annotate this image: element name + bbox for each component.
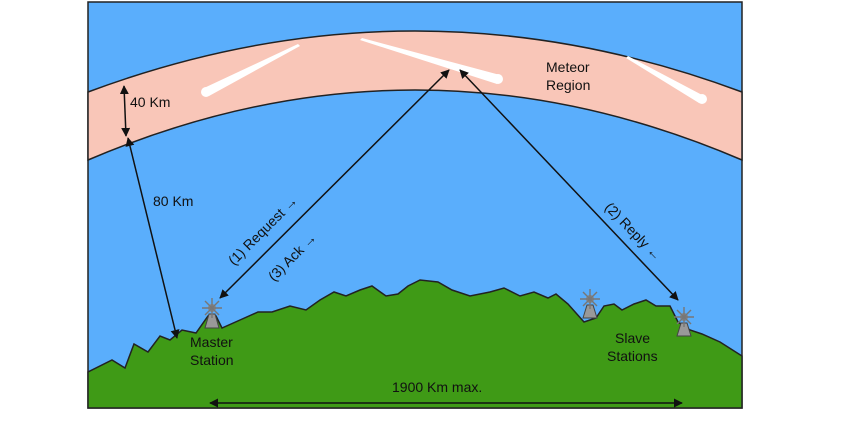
distance-label: 1900 Km max. [392, 379, 482, 395]
slave-stations-label-line2: Stations [607, 348, 658, 364]
master-station-label-line1: Master [190, 334, 233, 350]
meteor-region-label-line2: Region [546, 77, 590, 93]
master-station-label-line2: Station [190, 352, 234, 368]
request-ack-path-arrow [219, 69, 450, 299]
slave-station-icon [674, 307, 694, 337]
slave-stations-label-line1: Slave [615, 330, 650, 346]
meteor-region-label-line1: Meteor [546, 59, 590, 75]
layer-thickness-arrow [119, 85, 131, 137]
master-station-icon [202, 298, 222, 329]
layer-thickness-label: 40 Km [130, 94, 170, 110]
altitude-label: 80 Km [153, 193, 193, 209]
reply-path-arrow [459, 69, 679, 301]
altitude-arrow [125, 137, 180, 339]
